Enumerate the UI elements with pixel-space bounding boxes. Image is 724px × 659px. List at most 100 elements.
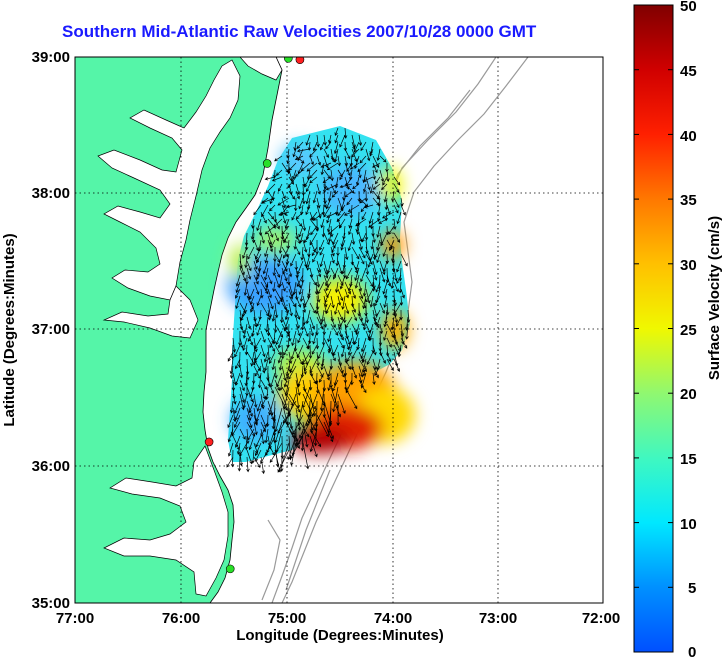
velocity-arrow xyxy=(239,442,248,457)
velocity-arrow xyxy=(236,442,241,455)
velocity-arrow xyxy=(358,316,365,327)
velocity-arrow xyxy=(275,330,283,346)
velocity-arrow xyxy=(254,337,262,350)
velocity-arrow xyxy=(337,309,343,321)
velocity-arrow xyxy=(287,435,297,460)
velocity-arrow xyxy=(302,386,316,410)
velocity-arrow xyxy=(330,316,336,329)
velocity-arrow xyxy=(257,372,262,389)
velocity-arrow xyxy=(278,274,283,288)
velocity-arrow xyxy=(278,239,283,254)
velocity-arrow xyxy=(260,232,265,244)
velocity-arrow xyxy=(304,176,311,188)
plot-frame xyxy=(74,56,604,604)
velocity-arrow xyxy=(332,267,339,280)
velocity-arrow xyxy=(227,414,234,429)
velocity-arrow xyxy=(308,330,312,345)
velocity-arrow xyxy=(334,302,339,315)
velocity-arrow xyxy=(337,295,342,306)
velocity-arrow xyxy=(393,358,400,372)
velocity-arrow xyxy=(325,197,332,210)
velocity-arrow xyxy=(353,330,360,345)
velocity-arrow xyxy=(264,253,269,264)
velocity-arrow xyxy=(267,225,274,238)
velocity-arrow xyxy=(264,246,269,258)
velocity-arrow xyxy=(286,323,291,335)
velocity-arrow xyxy=(227,428,234,443)
velocity-arrow xyxy=(247,246,255,260)
velocity-arrow xyxy=(360,141,367,152)
velocity-arrow xyxy=(280,344,285,360)
velocity-arrow xyxy=(315,218,319,232)
velocity-arrow xyxy=(364,204,374,209)
velocity-arrow xyxy=(261,197,276,204)
velocity-arrow xyxy=(293,141,297,151)
velocity-arrow xyxy=(362,183,367,193)
velocity-arrow xyxy=(380,232,388,247)
velocity-arrow xyxy=(319,253,325,268)
velocity-arrow xyxy=(260,274,269,289)
velocity-arrow xyxy=(351,344,360,360)
velocity-arrow xyxy=(346,162,353,173)
velocity-arrow xyxy=(295,316,300,329)
velocity-arrow xyxy=(239,449,243,467)
velocity-arrow xyxy=(260,281,269,295)
velocity-arrow xyxy=(369,148,374,157)
velocity-arrow xyxy=(295,386,301,409)
velocity-arrow xyxy=(376,190,381,200)
velocity-arrow xyxy=(306,260,311,271)
velocity-arrow xyxy=(232,337,237,353)
velocity-arrow xyxy=(316,197,321,209)
velocity-arrow xyxy=(346,351,353,363)
velocity-arrow xyxy=(344,246,349,261)
velocity-arrow xyxy=(281,365,287,382)
velocity-arrow xyxy=(325,274,332,287)
velocity-arrow xyxy=(312,190,318,204)
velocity-arrow xyxy=(227,351,234,362)
velocity-arrow xyxy=(275,169,283,176)
velocity-arrow xyxy=(351,246,360,260)
radar-station-marker xyxy=(204,437,214,447)
velocity-arrow xyxy=(271,407,276,430)
velocity-arrow xyxy=(267,309,272,321)
velocity-arrow xyxy=(295,323,301,337)
velocity-arrow xyxy=(300,316,305,331)
velocity-arrow xyxy=(295,309,301,320)
velocity-arrow xyxy=(282,260,290,275)
velocity-arrow xyxy=(351,302,357,313)
velocity-arrow xyxy=(372,162,378,174)
velocity-arrow xyxy=(347,337,353,350)
velocity-arrow xyxy=(400,253,408,267)
velocity-arrow xyxy=(366,351,374,365)
velocity-arrow xyxy=(265,316,269,333)
radar-station-marker xyxy=(225,564,235,574)
velocity-arrow xyxy=(264,281,269,292)
velocity-arrow xyxy=(260,211,267,224)
velocity-arrow xyxy=(382,246,388,258)
velocity-arrow xyxy=(326,260,332,274)
velocity-arrow xyxy=(382,281,388,295)
velocity-arrow xyxy=(358,281,363,292)
velocity-arrow xyxy=(277,351,283,364)
velocity-arrow xyxy=(267,344,271,361)
velocity-arrow xyxy=(267,407,275,421)
velocity-arrow xyxy=(321,225,326,238)
velocity-arrow xyxy=(309,176,318,184)
velocity-arrow xyxy=(400,204,406,216)
velocity-arrow xyxy=(353,141,360,153)
velocity-arrow xyxy=(398,281,403,294)
velocity-arrow xyxy=(372,267,378,281)
velocity-arrow xyxy=(393,183,400,194)
velocity-arrow xyxy=(256,316,262,327)
velocity-arrow xyxy=(382,260,388,273)
radar-station-marker xyxy=(284,57,293,63)
velocity-arrow xyxy=(292,169,297,180)
velocity-arrow xyxy=(332,379,339,392)
velocity-arrow xyxy=(254,442,262,457)
velocity-arrow xyxy=(290,253,297,267)
velocity-arrow xyxy=(341,295,346,310)
velocity-arrow xyxy=(288,288,294,300)
velocity-arrow xyxy=(313,421,318,447)
velocity-arrow xyxy=(253,393,258,408)
velocity-arrow xyxy=(281,197,286,209)
